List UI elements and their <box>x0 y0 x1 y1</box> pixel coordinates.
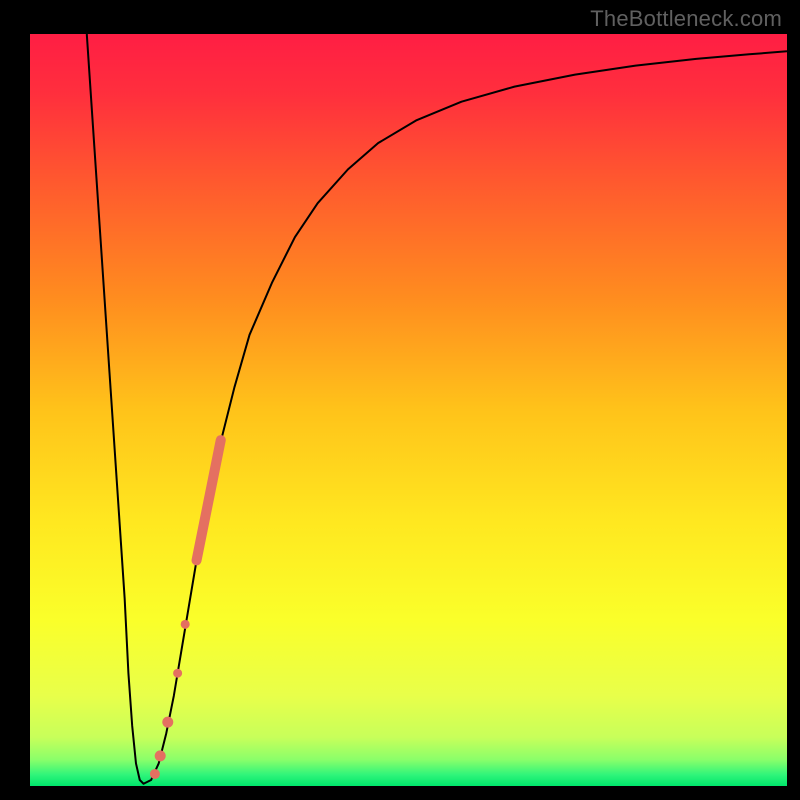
marker-dot <box>173 669 182 678</box>
gradient-background <box>30 34 787 786</box>
marker-dot <box>155 750 166 761</box>
watermark-text: TheBottleneck.com <box>590 6 782 32</box>
marker-dot <box>150 769 160 779</box>
chart-container: { "watermark": "TheBottleneck.com", "bac… <box>0 0 800 800</box>
marker-dot <box>181 620 190 629</box>
chart-svg <box>0 0 800 800</box>
marker-dot <box>162 717 173 728</box>
